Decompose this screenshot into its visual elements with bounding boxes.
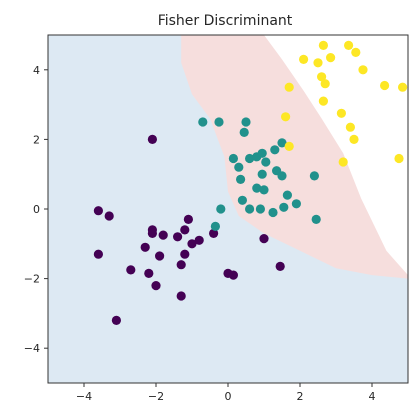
point-class-1: [261, 157, 271, 167]
point-class-0: [93, 206, 103, 216]
point-class-2: [349, 134, 359, 144]
point-class-2: [281, 112, 291, 122]
point-class-0: [275, 261, 285, 271]
chart-title: Fisher Discriminant: [158, 13, 293, 29]
point-class-1: [228, 153, 238, 164]
point-class-2: [336, 108, 346, 118]
point-class-0: [144, 268, 154, 278]
point-class-0: [209, 228, 219, 238]
point-class-0: [180, 225, 190, 235]
point-class-1: [309, 171, 319, 181]
point-class-0: [104, 211, 114, 221]
point-class-1: [210, 221, 220, 231]
point-class-1: [214, 117, 224, 127]
point-class-0: [151, 281, 161, 291]
y-tick-label: −4: [24, 342, 40, 355]
point-class-0: [155, 251, 165, 261]
point-class-1: [257, 148, 267, 158]
point-class-2: [351, 47, 361, 58]
point-class-0: [173, 232, 183, 242]
point-class-1: [245, 153, 255, 164]
point-class-0: [111, 315, 121, 325]
point-class-1: [239, 127, 249, 137]
x-tick-label: 0: [225, 390, 232, 403]
point-class-0: [147, 228, 157, 238]
point-class-0: [176, 291, 186, 301]
point-class-2: [358, 65, 368, 75]
x-tick-label: 4: [369, 390, 376, 403]
point-class-1: [277, 171, 287, 181]
point-class-2: [284, 141, 294, 151]
point-class-0: [228, 270, 238, 280]
y-tick-label: 0: [33, 203, 40, 216]
point-class-0: [194, 235, 204, 245]
point-class-1: [270, 145, 280, 155]
point-class-1: [291, 199, 301, 209]
point-class-0: [93, 249, 103, 259]
x-tick-label: −4: [76, 390, 92, 403]
region-class-2: [264, 35, 408, 276]
point-class-2: [318, 96, 328, 106]
point-class-0: [140, 242, 150, 252]
point-class-1: [236, 174, 246, 184]
x-axis-ticks: −4 −2 0 2 4: [76, 383, 376, 403]
point-class-1: [237, 195, 247, 205]
point-class-2: [320, 79, 330, 89]
point-class-1: [279, 202, 289, 212]
point-class-1: [216, 204, 226, 214]
x-tick-label: 2: [297, 390, 304, 403]
point-class-1: [311, 214, 321, 224]
y-axis-ticks: −4 −2 0 2 4: [24, 64, 48, 355]
point-class-2: [317, 72, 327, 82]
point-class-0: [259, 234, 269, 244]
point-class-2: [338, 157, 348, 167]
point-class-1: [257, 169, 267, 179]
data-points: [93, 40, 408, 325]
point-class-1: [259, 185, 269, 195]
point-class-1: [234, 162, 244, 172]
x-tick-label: −2: [148, 390, 164, 403]
point-class-0: [180, 249, 190, 259]
y-tick-label: −2: [24, 273, 40, 286]
point-class-2: [345, 122, 355, 132]
point-class-2: [318, 40, 328, 51]
point-class-0: [147, 134, 157, 144]
point-class-2: [398, 82, 408, 92]
point-class-1: [241, 117, 251, 127]
point-class-1: [252, 183, 262, 193]
point-class-0: [187, 239, 197, 249]
point-class-1: [268, 207, 278, 218]
y-tick-label: 2: [33, 133, 40, 146]
point-class-2: [344, 40, 354, 51]
point-class-2: [326, 53, 336, 63]
point-class-1: [282, 190, 292, 200]
point-class-0: [126, 265, 136, 275]
point-class-1: [245, 204, 255, 214]
point-class-2: [313, 58, 323, 68]
point-class-1: [277, 138, 287, 148]
y-tick-label: 4: [33, 64, 40, 77]
point-class-0: [183, 214, 193, 224]
point-class-2: [284, 82, 294, 92]
point-class-0: [176, 260, 186, 270]
point-class-2: [299, 54, 309, 64]
point-class-2: [394, 153, 404, 164]
point-class-1: [255, 204, 265, 214]
point-class-2: [380, 80, 390, 91]
point-class-1: [198, 117, 208, 127]
decision-regions: [48, 35, 408, 383]
point-class-0: [158, 230, 168, 240]
